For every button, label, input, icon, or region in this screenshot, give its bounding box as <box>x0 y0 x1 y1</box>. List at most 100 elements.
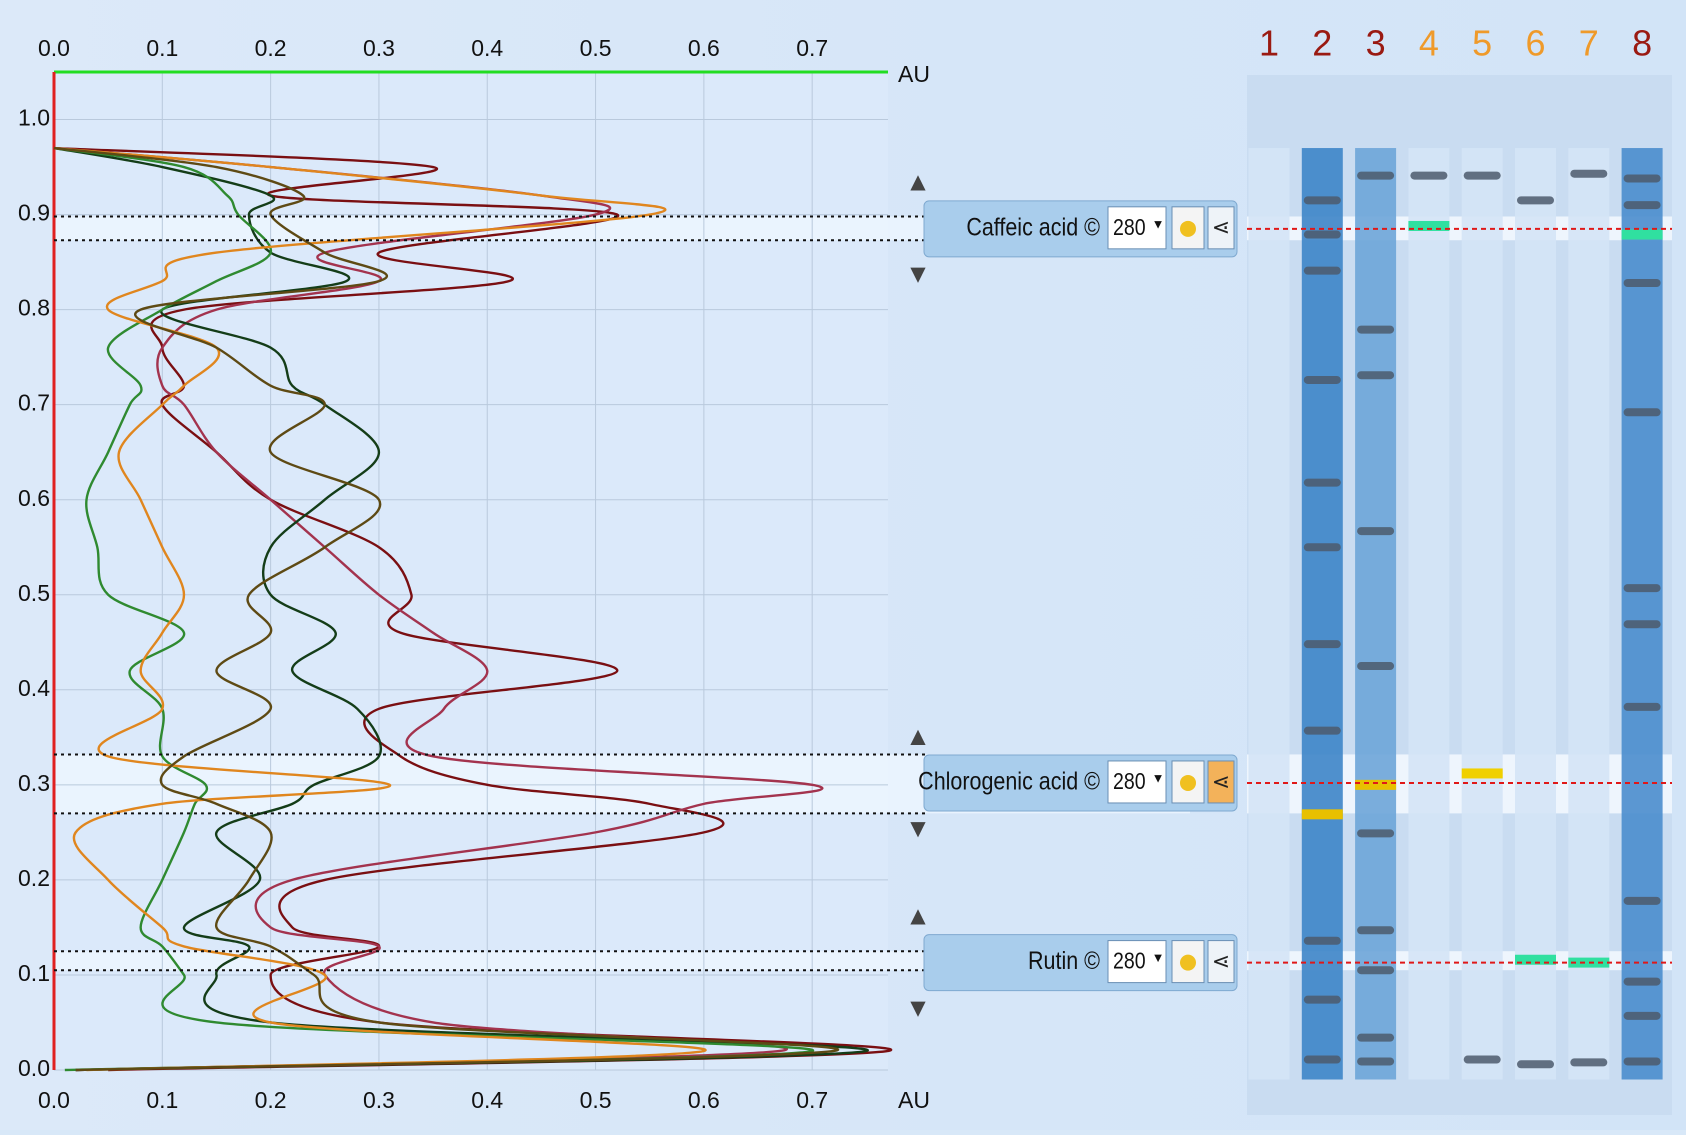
icon <box>1180 954 1196 971</box>
x-tick-label: 0.2 <box>255 1087 287 1113</box>
y-tick-label: 1.0 <box>18 105 50 131</box>
highlight-band <box>1515 954 1556 965</box>
lane-label: 8 <box>1632 23 1652 64</box>
icon <box>1180 774 1196 791</box>
band <box>1357 1033 1395 1042</box>
compound-zone <box>1247 951 1672 971</box>
band <box>1303 543 1341 552</box>
highlight-band <box>1408 220 1450 231</box>
x-tick-label: 0.4 <box>471 1087 503 1113</box>
dropdown-caret: ▼ <box>1152 770 1165 785</box>
band <box>1623 977 1661 986</box>
x-tick-label: 0.6 <box>688 1087 720 1113</box>
compound-name: Rutin © <box>1028 947 1100 975</box>
y-tick-label: 0.2 <box>18 865 50 891</box>
band <box>1623 896 1661 905</box>
lane-label: 7 <box>1579 23 1599 64</box>
band <box>1570 169 1608 178</box>
icon: ⋖ <box>1212 769 1230 794</box>
x-tick-label: 0.4 <box>471 35 503 61</box>
x-tick-label: 0.0 <box>38 1087 70 1113</box>
trace <box>53 146 707 1072</box>
dropdown-caret: ▼ <box>1152 216 1165 231</box>
lane <box>1621 148 1663 1080</box>
wavelength: 280 <box>1113 948 1146 974</box>
band <box>1517 1060 1554 1069</box>
x-tick-label: 0.5 <box>580 35 612 61</box>
band <box>1303 1055 1341 1064</box>
band <box>1570 1058 1608 1067</box>
y-tick-label: 0.5 <box>18 580 50 606</box>
highlight-band <box>1301 809 1343 820</box>
band <box>1623 279 1661 288</box>
band <box>1303 726 1341 735</box>
band <box>1357 171 1395 180</box>
band <box>1410 171 1448 180</box>
icon-button[interactable] <box>1207 206 1235 250</box>
x-tick-label: 0.3 <box>363 35 395 61</box>
lane <box>1248 148 1290 1080</box>
lane-label: 4 <box>1419 23 1439 64</box>
icon-button[interactable] <box>1207 760 1235 804</box>
arrow-down[interactable]: ▼ <box>905 259 931 289</box>
highlight-band <box>1568 957 1610 968</box>
band <box>1303 936 1341 945</box>
densitogram: 0.0 0.0 0.1 0.1 0.2 0.2 0.3 0.3 0.4 0.4 0.5 0.5 0.6 0… <box>18 35 1190 1113</box>
y-tick-label: 0.3 <box>18 770 50 796</box>
band <box>1357 527 1395 536</box>
arrow-up[interactable]: ▲ <box>905 721 931 751</box>
x-tick-label: 0.7 <box>796 35 828 61</box>
y-tick-label: 0.1 <box>18 960 50 986</box>
axis-unit: AU <box>898 1087 930 1113</box>
lane <box>1408 148 1450 1080</box>
y-tick-label: 0.0 <box>18 1055 50 1081</box>
icon-button[interactable] <box>1207 940 1235 984</box>
compound-band <box>54 216 1190 241</box>
x-tick-label: 0.7 <box>796 1087 828 1113</box>
arrow-up[interactable]: ▲ <box>905 167 931 197</box>
x-tick-label: 0.2 <box>255 35 287 61</box>
arrow-down[interactable]: ▼ <box>905 813 931 843</box>
compound-panel: ▲ ▼ Caffeic acid © 280 ▼ ⋖ ▲ ▼ Chlorogenic acid … <box>905 167 1238 1022</box>
lane <box>1515 148 1556 1080</box>
band <box>1303 266 1341 275</box>
compound-name: Chlorogenic acid © <box>918 767 1100 795</box>
highlight-band <box>1461 768 1503 779</box>
dropdown-caret: ▼ <box>1152 950 1165 965</box>
band <box>1303 196 1341 205</box>
band <box>1303 230 1341 239</box>
lane-label: 3 <box>1366 23 1386 64</box>
band <box>1517 196 1554 205</box>
band <box>1463 1055 1501 1064</box>
trace <box>53 146 893 1072</box>
band <box>1357 325 1395 334</box>
x-tick-label: 0.6 <box>688 35 720 61</box>
band <box>1623 201 1661 210</box>
compound-name: Caffeic acid © <box>966 213 1100 241</box>
wavelength-select[interactable] <box>1107 940 1167 984</box>
band <box>1357 966 1395 975</box>
band <box>1303 375 1341 384</box>
band <box>1623 408 1661 417</box>
lane-label: 2 <box>1312 23 1332 64</box>
x-tick-label: 0.1 <box>146 1087 178 1113</box>
wavelength-select[interactable] <box>1107 760 1167 804</box>
band <box>1623 1057 1661 1066</box>
band <box>1303 995 1341 1004</box>
wavelength: 280 <box>1113 214 1146 240</box>
band <box>1357 829 1395 838</box>
trace <box>53 146 814 1072</box>
band <box>1357 1057 1395 1066</box>
band <box>1623 584 1661 593</box>
arrow-down[interactable]: ▼ <box>905 992 931 1022</box>
trace <box>53 146 839 1072</box>
wavelength-select[interactable] <box>1107 206 1167 250</box>
arrow-up[interactable]: ▲ <box>905 900 931 930</box>
highlight-band <box>1355 779 1397 790</box>
lane <box>1355 148 1397 1080</box>
band <box>1623 174 1661 183</box>
wavelength: 280 <box>1113 769 1146 795</box>
y-tick-label: 0.9 <box>18 200 50 226</box>
